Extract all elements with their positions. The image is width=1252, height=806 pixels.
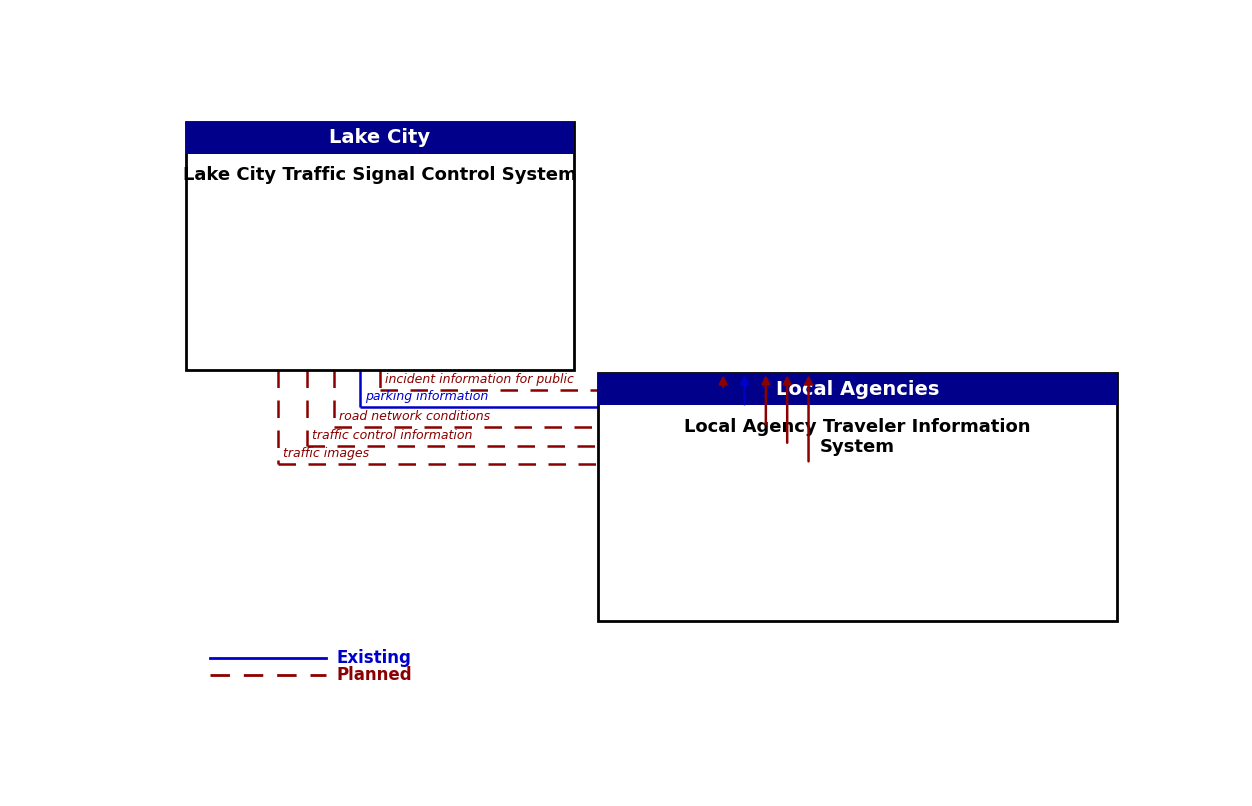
Text: Lake City Traffic Signal Control System: Lake City Traffic Signal Control System xyxy=(183,166,576,185)
Text: incident information for public: incident information for public xyxy=(384,373,573,386)
Text: traffic control information: traffic control information xyxy=(312,429,472,442)
Text: parking information: parking information xyxy=(366,390,488,403)
Text: traffic images: traffic images xyxy=(283,447,369,460)
Bar xyxy=(598,373,1117,621)
Bar xyxy=(185,122,573,154)
Bar xyxy=(185,122,573,370)
Text: Lake City: Lake City xyxy=(329,128,431,147)
Text: Existing: Existing xyxy=(336,650,411,667)
Text: Planned: Planned xyxy=(336,666,412,684)
Text: road network conditions: road network conditions xyxy=(339,410,490,423)
Text: Local Agency Traveler Information
System: Local Agency Traveler Information System xyxy=(685,418,1030,456)
Text: Local Agencies: Local Agencies xyxy=(776,380,939,398)
Bar xyxy=(598,373,1117,405)
